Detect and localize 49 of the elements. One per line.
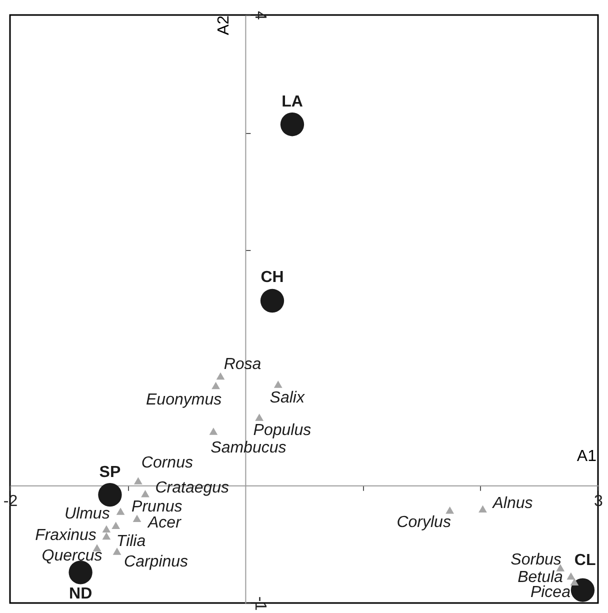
point bbox=[478, 505, 487, 513]
point bbox=[132, 514, 142, 522]
point bbox=[102, 532, 111, 540]
y-tick-label: -1 bbox=[252, 596, 269, 611]
point bbox=[134, 477, 142, 484]
annotation: Alnus bbox=[492, 494, 533, 512]
point bbox=[566, 572, 576, 580]
point bbox=[216, 372, 225, 380]
annotation: Corylus bbox=[396, 514, 451, 532]
annotation: Euonymus bbox=[146, 391, 222, 408]
annotation: Salix bbox=[270, 389, 306, 406]
annotation: CH bbox=[260, 268, 284, 286]
annotation: Betula bbox=[518, 568, 564, 586]
annotation: Prunus bbox=[132, 498, 182, 516]
point bbox=[274, 380, 282, 388]
annotation: Acer bbox=[147, 514, 182, 532]
annotation: Fraxinus bbox=[35, 526, 96, 544]
annotation: Sorbus bbox=[510, 552, 562, 569]
point bbox=[98, 483, 122, 507]
point bbox=[102, 525, 111, 533]
point bbox=[260, 288, 284, 313]
point bbox=[446, 506, 454, 514]
annotation: Cornus bbox=[141, 454, 193, 472]
point bbox=[209, 428, 218, 435]
point bbox=[112, 548, 122, 555]
annotation: LA bbox=[282, 93, 304, 110]
point bbox=[570, 578, 579, 586]
annotation: Crataegus bbox=[155, 480, 230, 497]
point bbox=[112, 522, 120, 530]
point bbox=[141, 490, 150, 498]
point bbox=[570, 578, 595, 602]
annotation: SP bbox=[99, 464, 121, 481]
y-tick-label: 4 bbox=[252, 11, 269, 20]
annotation: Sambucus bbox=[210, 439, 286, 456]
point bbox=[212, 382, 220, 390]
annotation: Carpinus bbox=[124, 553, 188, 570]
annotation: CL bbox=[574, 552, 596, 570]
annotation: Ulmus bbox=[64, 505, 110, 522]
annotation: Populus bbox=[253, 422, 312, 440]
annotation: Picea bbox=[530, 584, 571, 601]
point bbox=[116, 508, 125, 515]
annotation: Rosa bbox=[224, 356, 262, 374]
x-axis-title: A1 bbox=[576, 448, 597, 465]
annotation: ND bbox=[69, 585, 92, 602]
annotation: Quercus bbox=[42, 548, 102, 565]
point bbox=[280, 112, 304, 136]
annotation: Tilia bbox=[116, 532, 146, 550]
y-axis-title: A2 bbox=[216, 15, 233, 36]
point bbox=[255, 414, 264, 421]
